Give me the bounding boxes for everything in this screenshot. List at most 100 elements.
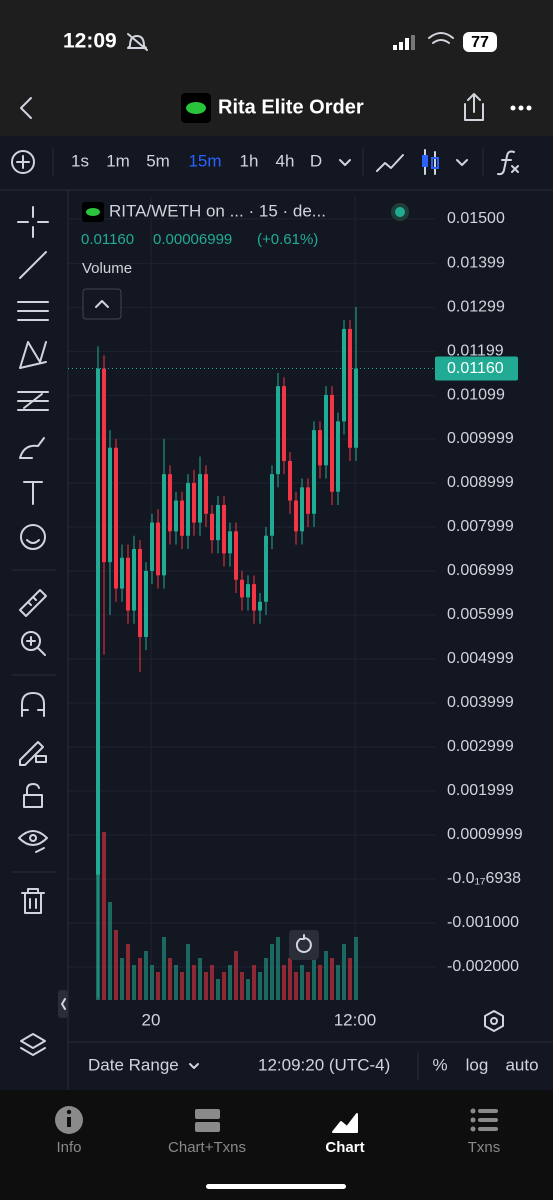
battery-level: 77 bbox=[471, 34, 489, 51]
interval-dropdown[interactable] bbox=[339, 159, 351, 166]
y-tick-label: 0.0009999 bbox=[447, 826, 523, 843]
tab-label[interactable]: Chart bbox=[325, 1139, 364, 1156]
candle-body bbox=[282, 386, 286, 461]
interval-button[interactable]: D bbox=[310, 151, 322, 170]
chart-icon bbox=[332, 1113, 358, 1133]
delete-tool[interactable] bbox=[21, 888, 45, 914]
date-range-button[interactable]: Date Range bbox=[88, 1055, 179, 1074]
ruler-tool[interactable] bbox=[19, 589, 47, 617]
zoom-tool[interactable] bbox=[21, 631, 46, 656]
candle-body bbox=[252, 584, 256, 611]
volume-bar bbox=[258, 972, 262, 1000]
tab-label[interactable]: Txns bbox=[468, 1139, 501, 1156]
volume-bar bbox=[138, 958, 142, 1000]
volume-bar bbox=[318, 965, 322, 1000]
volume-bar bbox=[174, 965, 178, 1000]
line-chart-button[interactable] bbox=[376, 154, 404, 172]
share-button[interactable] bbox=[464, 93, 484, 121]
volume-bar bbox=[204, 972, 208, 1000]
y-tick-label: -0.001000 bbox=[447, 914, 519, 931]
candle-chart-button[interactable] bbox=[422, 149, 439, 175]
candle-body bbox=[198, 474, 202, 523]
x-tick-label: 12:00 bbox=[334, 1010, 377, 1029]
lock-draw-tool[interactable] bbox=[19, 741, 47, 766]
crosshair-tool[interactable] bbox=[17, 206, 49, 238]
volume-bar bbox=[312, 958, 316, 1000]
interval-button[interactable]: 1h bbox=[240, 151, 259, 170]
candle-body bbox=[120, 557, 124, 589]
volume-bar bbox=[348, 958, 352, 1000]
candle-body bbox=[336, 421, 340, 492]
legend-collapse-button[interactable] bbox=[82, 288, 122, 320]
interval-button[interactable]: 5m bbox=[146, 151, 170, 170]
plot bbox=[68, 306, 435, 1000]
y-tick-label: 0.004999 bbox=[447, 650, 514, 667]
interval-button[interactable]: 1s bbox=[71, 151, 89, 170]
chart-type-dropdown[interactable] bbox=[456, 159, 468, 166]
y-tick-label: 0.01099 bbox=[447, 387, 505, 404]
status-time: 12:09 bbox=[63, 30, 117, 53]
reset-chart-button[interactable] bbox=[289, 930, 319, 960]
candle-body bbox=[168, 474, 172, 532]
visibility-tool[interactable] bbox=[18, 830, 48, 853]
candle-body bbox=[186, 482, 190, 536]
tools-collapse-arrow bbox=[61, 998, 66, 1010]
forecast-tool[interactable] bbox=[17, 391, 49, 411]
y-tick-label: 0.007999 bbox=[447, 518, 514, 535]
y-tick-label: 0.009999 bbox=[447, 430, 514, 447]
volume-bar bbox=[120, 958, 124, 1000]
volume-bar bbox=[126, 944, 130, 1000]
more-button[interactable] bbox=[510, 105, 532, 111]
clock-timezone[interactable]: 12:09:20 (UTC-4) bbox=[258, 1055, 390, 1074]
candle-body bbox=[312, 430, 316, 514]
text-tool[interactable] bbox=[23, 481, 43, 505]
candle-body bbox=[324, 394, 328, 466]
layers-tool[interactable] bbox=[20, 1033, 46, 1056]
tab-label[interactable]: Info bbox=[56, 1139, 81, 1156]
volume-bar bbox=[300, 965, 304, 1000]
volume-bar bbox=[162, 937, 166, 1000]
tab-bar: Info Chart+Txns Chart Txns bbox=[56, 1139, 500, 1156]
trendline-tool[interactable] bbox=[19, 251, 47, 279]
volume-bar bbox=[282, 965, 286, 1000]
percent-toggle[interactable]: % bbox=[432, 1055, 447, 1074]
fib-tool[interactable] bbox=[17, 301, 49, 321]
y-tick-label: 0.005999 bbox=[447, 606, 514, 623]
brush-tool[interactable] bbox=[19, 437, 45, 459]
volume-bar bbox=[270, 944, 274, 1000]
log-toggle[interactable]: log bbox=[466, 1055, 489, 1074]
unlock-tool[interactable] bbox=[23, 783, 43, 808]
volume-bar bbox=[108, 902, 112, 1000]
candle-body bbox=[348, 328, 352, 448]
pattern-tool[interactable] bbox=[19, 341, 47, 369]
indicators-button[interactable] bbox=[497, 150, 519, 176]
volume-bar bbox=[192, 965, 196, 1000]
candle-body bbox=[330, 394, 334, 492]
candle-body bbox=[174, 500, 178, 532]
volume-bar bbox=[336, 965, 340, 1000]
volume-bar bbox=[252, 965, 256, 1000]
emoji-tool[interactable] bbox=[20, 524, 46, 550]
grid bbox=[68, 196, 435, 1000]
volume-bar bbox=[294, 972, 298, 1000]
interval-button[interactable]: 1m bbox=[106, 151, 130, 170]
legend-change: 0.00006999 bbox=[153, 231, 232, 248]
chart-settings-button[interactable] bbox=[484, 1010, 504, 1032]
volume-bar bbox=[306, 972, 310, 1000]
y-tick-label: 0.002999 bbox=[447, 738, 514, 755]
volume-bar bbox=[150, 965, 154, 1000]
chart-txns-icon bbox=[195, 1109, 220, 1132]
candle-body bbox=[240, 579, 244, 598]
back-button[interactable] bbox=[20, 97, 32, 119]
candle-body bbox=[96, 368, 100, 875]
y-tick-label: 0.01199 bbox=[447, 343, 504, 360]
auto-toggle[interactable]: auto bbox=[505, 1055, 538, 1074]
add-indicator-button[interactable] bbox=[11, 150, 35, 174]
magnet-tool[interactable] bbox=[21, 692, 45, 717]
interval-button[interactable]: 15m bbox=[188, 151, 221, 170]
candle-body bbox=[156, 522, 160, 576]
interval-button[interactable]: 4h bbox=[276, 151, 295, 170]
volume-bar bbox=[216, 979, 220, 1000]
tab-label[interactable]: Chart+Txns bbox=[168, 1139, 246, 1156]
